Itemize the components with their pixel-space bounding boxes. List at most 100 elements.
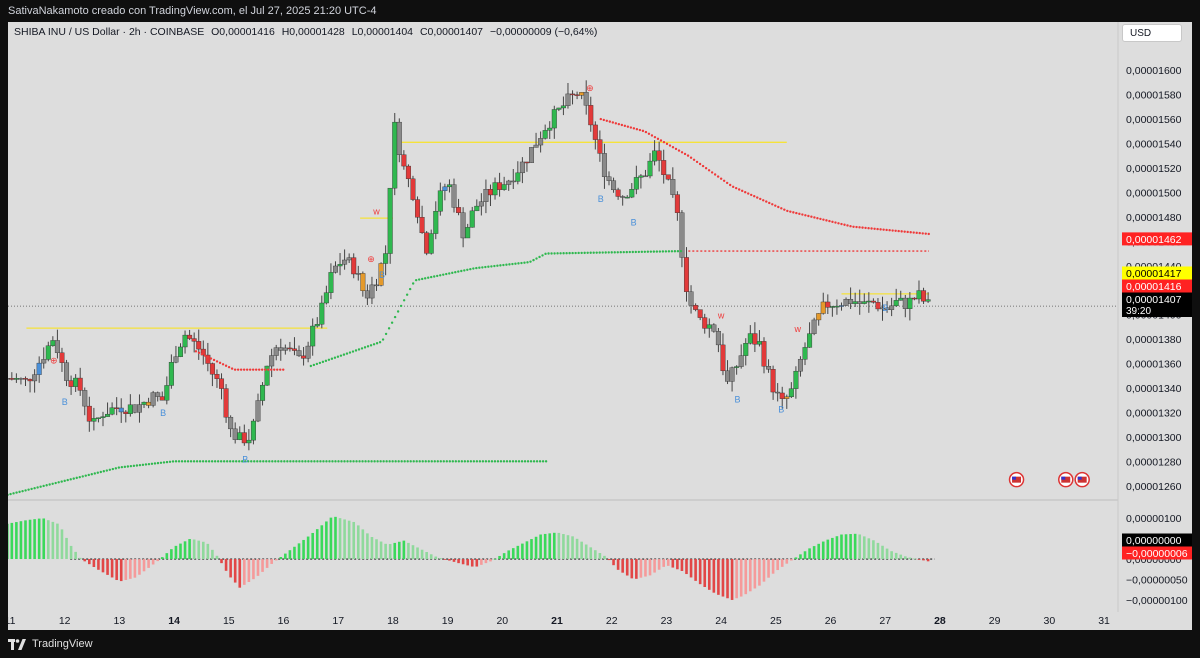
support-dot bbox=[417, 278, 421, 281]
candle-body bbox=[583, 92, 589, 106]
x-tick-label: 15 bbox=[223, 615, 235, 627]
support-dot bbox=[502, 460, 506, 463]
support-dot bbox=[325, 460, 328, 463]
histogram-bar bbox=[101, 559, 105, 573]
histogram-bar bbox=[60, 529, 64, 560]
candle-body bbox=[187, 334, 193, 339]
candle-body bbox=[492, 182, 498, 196]
support-dot bbox=[265, 460, 268, 463]
histogram-bar bbox=[657, 559, 661, 570]
y-tick-label: 0,00001600 bbox=[1126, 65, 1182, 77]
histogram-bar bbox=[92, 559, 96, 567]
footer-bar: TradingView bbox=[0, 630, 1200, 658]
signal-label: B bbox=[379, 270, 385, 280]
candle-body bbox=[838, 305, 844, 307]
support-dot bbox=[96, 471, 99, 474]
resistance-dot bbox=[915, 231, 918, 235]
candle-body bbox=[565, 93, 571, 106]
histogram-bar bbox=[511, 548, 515, 560]
resistance-dot bbox=[867, 227, 870, 230]
histogram-bar bbox=[840, 534, 843, 560]
histogram-bar bbox=[74, 551, 77, 560]
support-dot bbox=[123, 465, 127, 469]
histogram-bar bbox=[206, 543, 210, 560]
x-tick-label: 24 bbox=[715, 615, 727, 627]
candle-body bbox=[738, 355, 744, 367]
support-dot bbox=[334, 460, 337, 463]
histogram-bar bbox=[229, 559, 232, 578]
support-dot bbox=[60, 480, 63, 483]
support-dot bbox=[144, 463, 148, 466]
support-dot bbox=[414, 278, 418, 282]
candle-body bbox=[428, 233, 434, 254]
y-tick-label: 0,00001360 bbox=[1126, 359, 1182, 371]
histogram-bar bbox=[566, 535, 570, 560]
candle-body bbox=[770, 369, 776, 393]
tradingview-logo[interactable]: TradingView bbox=[8, 638, 93, 650]
tradingview-logo-icon bbox=[8, 638, 26, 650]
candle-body bbox=[533, 144, 539, 148]
histogram-bar bbox=[97, 559, 100, 570]
support-dot bbox=[234, 460, 238, 463]
histogram-bar bbox=[735, 559, 738, 599]
histogram-bar bbox=[329, 517, 333, 560]
candle-body bbox=[574, 94, 580, 96]
support-dot bbox=[378, 341, 382, 344]
support-dot bbox=[625, 250, 628, 254]
resistance-dot bbox=[683, 152, 687, 156]
histogram-bar bbox=[119, 559, 123, 582]
signal-label: ⊕ bbox=[586, 83, 594, 93]
support-dot bbox=[336, 355, 340, 358]
resistance-dot bbox=[846, 224, 849, 227]
resistance-dot bbox=[921, 232, 924, 235]
candle-body bbox=[725, 370, 731, 382]
support-dot bbox=[289, 460, 292, 463]
support-dot bbox=[18, 490, 21, 494]
histogram-bar bbox=[106, 559, 109, 575]
resistance-dot bbox=[843, 223, 846, 226]
histogram-bar bbox=[361, 529, 365, 560]
x-tick-label: 14 bbox=[168, 615, 180, 627]
histogram-bar bbox=[147, 559, 150, 568]
histogram-bar bbox=[771, 559, 775, 574]
histogram-bar bbox=[420, 549, 424, 560]
y-tick-label: 0,00001260 bbox=[1126, 481, 1182, 493]
histogram-bar bbox=[625, 559, 629, 576]
resistance-dot bbox=[831, 220, 834, 224]
osc-y-tick-label: −0,00000050 bbox=[1126, 575, 1188, 587]
support-dot bbox=[466, 268, 469, 271]
histogram-bar bbox=[721, 559, 725, 597]
candle-body bbox=[342, 259, 348, 265]
support-dot bbox=[628, 250, 631, 254]
histogram-bar bbox=[630, 559, 634, 579]
histogram-bar bbox=[110, 559, 114, 578]
candle-body bbox=[141, 401, 147, 405]
histogram-bar bbox=[790, 559, 793, 561]
resistance-dot bbox=[617, 122, 621, 126]
candle-body bbox=[278, 347, 284, 351]
legend-change: −0,00000009 (−0,64%) bbox=[489, 26, 598, 38]
support-dot bbox=[556, 252, 559, 255]
candle-body bbox=[802, 347, 808, 360]
resistance-dot bbox=[641, 129, 645, 133]
candle-body bbox=[401, 154, 407, 167]
support-dot bbox=[406, 460, 409, 463]
resistance-dot bbox=[197, 351, 201, 354]
resistance-dot bbox=[834, 221, 837, 224]
resistance-dot bbox=[704, 166, 708, 170]
currency-button[interactable]: USD bbox=[1122, 24, 1182, 42]
support-dot bbox=[283, 460, 286, 463]
histogram-bar bbox=[639, 559, 643, 578]
support-dot bbox=[192, 460, 196, 463]
support-dot bbox=[222, 460, 226, 463]
candle-body bbox=[652, 150, 658, 162]
x-tick-label: 11 bbox=[8, 615, 16, 627]
x-tick-label: 13 bbox=[114, 615, 126, 627]
histogram-bar bbox=[88, 559, 91, 565]
candle-body bbox=[168, 362, 174, 386]
flag-stripes bbox=[1012, 476, 1022, 483]
signal-label: B bbox=[598, 194, 604, 204]
resistance-dot bbox=[903, 230, 906, 233]
